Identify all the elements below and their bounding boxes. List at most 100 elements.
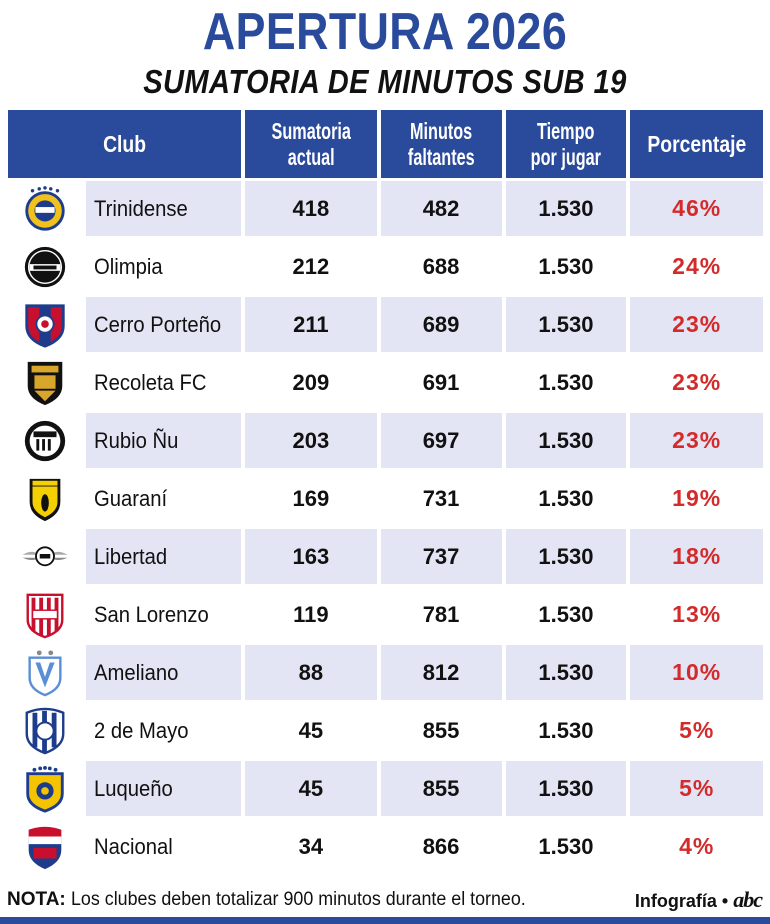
bottom-bar — [0, 917, 770, 924]
missing-minutes: 866 — [380, 819, 502, 874]
logo-cell — [8, 297, 82, 352]
credit-separator: • — [721, 891, 729, 911]
percentage: 46% — [630, 181, 763, 236]
trinidense-crest-icon — [21, 185, 69, 233]
missing-minutes: 781 — [380, 587, 502, 642]
logo-cell — [8, 645, 82, 700]
table-row: Luqueño 45 855 1.530 5% — [8, 761, 763, 816]
table-row: Guaraní 169 731 1.530 19% — [8, 471, 763, 526]
current-minutes: 418 — [245, 181, 377, 236]
footnote: NOTA: Los clubes deben totalizar 900 min… — [7, 888, 555, 912]
club-name: Rubio Ñu — [86, 413, 242, 468]
table-row: Rubio Ñu 203 697 1.530 23% — [8, 413, 763, 468]
cerro-porteno-crest-icon — [21, 301, 69, 349]
missing-minutes: 688 — [380, 239, 502, 294]
logo-cell — [8, 587, 82, 642]
logo-cell — [8, 703, 82, 758]
missing-minutes: 812 — [380, 645, 502, 700]
minutes-table: Club Sumatoria actual Minutos faltantes Ti… — [4, 107, 767, 877]
table-header-row: Club Sumatoria actual Minutos faltantes Ti… — [8, 110, 763, 178]
club-name: Nacional — [86, 819, 242, 874]
abc-logo: abc — [733, 887, 763, 912]
table-row: Trinidense 418 482 1.530 46% — [8, 181, 763, 236]
percentage: 24% — [630, 239, 763, 294]
percentage: 13% — [630, 587, 763, 642]
club-name: Recoleta FC — [86, 355, 242, 410]
table-row: Libertad 163 737 1.530 18% — [8, 529, 763, 584]
2-de-mayo-crest-icon — [21, 707, 69, 755]
percentage: 18% — [630, 529, 763, 584]
time-remaining: 1.530 — [505, 645, 627, 700]
ameliano-crest-icon — [21, 649, 69, 697]
missing-minutes: 691 — [380, 355, 502, 410]
logo-cell — [8, 355, 82, 410]
time-remaining: 1.530 — [505, 297, 627, 352]
time-remaining: 1.530 — [505, 471, 627, 526]
olimpia-crest-icon — [21, 243, 69, 291]
logo-cell — [8, 761, 82, 816]
percentage: 4% — [630, 819, 763, 874]
page-title: APERTURA 2026 — [202, 3, 568, 61]
time-remaining: 1.530 — [505, 355, 627, 410]
time-remaining: 1.530 — [505, 529, 627, 584]
time-remaining: 1.530 — [505, 761, 627, 816]
header-percent: Porcentaje — [630, 110, 763, 178]
luqueno-crest-icon — [21, 765, 69, 813]
club-name: Olimpia — [86, 239, 242, 294]
guarani-crest-icon — [21, 475, 69, 523]
san-lorenzo-crest-icon — [21, 591, 69, 639]
current-minutes: 212 — [245, 239, 377, 294]
table-row: Recoleta FC 209 691 1.530 23% — [8, 355, 763, 410]
percentage: 23% — [630, 297, 763, 352]
current-minutes: 203 — [245, 413, 377, 468]
credit-label: Infografía — [634, 891, 717, 911]
table-row: Ameliano 88 812 1.530 10% — [8, 645, 763, 700]
current-minutes: 88 — [245, 645, 377, 700]
time-remaining: 1.530 — [505, 181, 627, 236]
percentage: 10% — [630, 645, 763, 700]
footnote-label: NOTA: — [7, 889, 66, 910]
current-minutes: 163 — [245, 529, 377, 584]
club-name: Luqueño — [86, 761, 242, 816]
current-minutes: 169 — [245, 471, 377, 526]
club-name: Cerro Porteño — [86, 297, 242, 352]
table-row: 2 de Mayo 45 855 1.530 5% — [8, 703, 763, 758]
percentage: 5% — [630, 703, 763, 758]
missing-minutes: 697 — [380, 413, 502, 468]
recoleta-crest-icon — [21, 359, 69, 407]
table-row: Cerro Porteño 211 689 1.530 23% — [8, 297, 763, 352]
time-remaining: 1.530 — [505, 413, 627, 468]
club-name: Trinidense — [86, 181, 242, 236]
current-minutes: 45 — [245, 761, 377, 816]
missing-minutes: 731 — [380, 471, 502, 526]
time-remaining: 1.530 — [505, 587, 627, 642]
current-minutes: 211 — [245, 297, 377, 352]
page-subtitle: SUMATORIA DE MINUTOS SUB 19 — [143, 63, 627, 100]
club-name: Ameliano — [86, 645, 242, 700]
header-current: Sumatoria actual — [245, 110, 377, 178]
credit: Infografía • abc — [634, 887, 763, 913]
logo-cell — [8, 239, 82, 294]
logo-cell — [8, 819, 82, 874]
missing-minutes: 689 — [380, 297, 502, 352]
time-remaining: 1.530 — [505, 819, 627, 874]
table-row: Nacional 34 866 1.530 4% — [8, 819, 763, 874]
libertad-crest-icon — [21, 533, 69, 581]
rubio-nu-crest-icon — [21, 417, 69, 465]
header-club: Club — [8, 110, 242, 178]
club-name: San Lorenzo — [86, 587, 242, 642]
table-row: Olimpia 212 688 1.530 24% — [8, 239, 763, 294]
club-name: 2 de Mayo — [86, 703, 242, 758]
percentage: 23% — [630, 355, 763, 410]
current-minutes: 209 — [245, 355, 377, 410]
time-remaining: 1.530 — [505, 703, 627, 758]
time-remaining: 1.530 — [505, 239, 627, 294]
logo-cell — [8, 181, 82, 236]
missing-minutes: 737 — [380, 529, 502, 584]
current-minutes: 34 — [245, 819, 377, 874]
missing-minutes: 855 — [380, 761, 502, 816]
header-time: Tiempo por jugar — [505, 110, 627, 178]
logo-cell — [8, 471, 82, 526]
current-minutes: 119 — [245, 587, 377, 642]
